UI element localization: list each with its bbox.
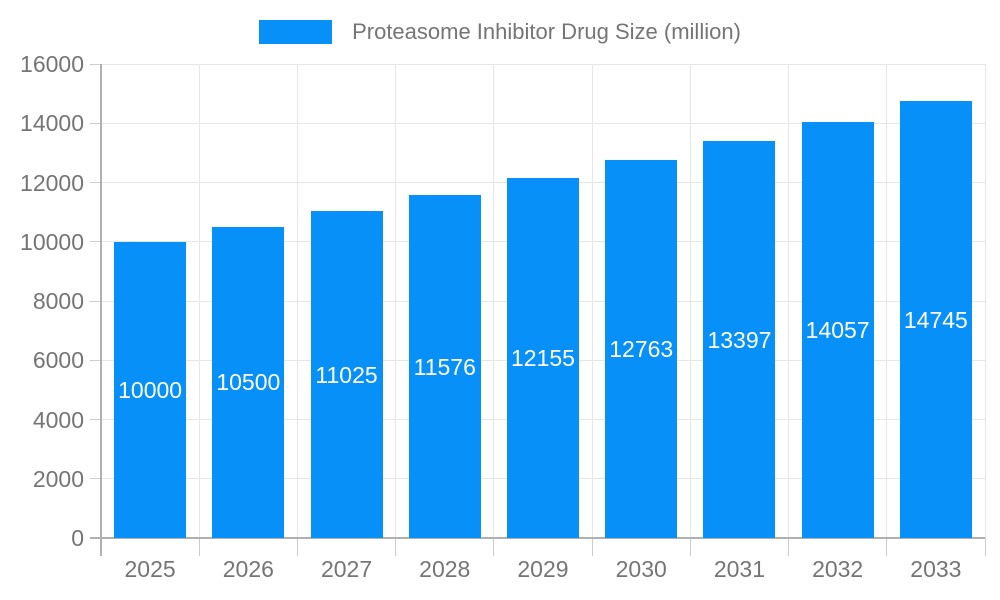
- bar: [507, 177, 579, 538]
- gridline-vertical: [689, 64, 691, 538]
- x-axis-tick: [395, 538, 397, 556]
- gridline-horizontal: [101, 122, 985, 124]
- bar: [310, 211, 383, 538]
- bar: [408, 195, 481, 538]
- bar-value-label: 14057: [805, 316, 870, 343]
- bar: [114, 241, 187, 538]
- gridline-vertical: [395, 64, 397, 538]
- y-axis-tick: [90, 419, 101, 420]
- y-axis-label: 4000: [32, 406, 84, 433]
- legend-label: Proteasome Inhibitor Drug Size (million): [352, 19, 741, 44]
- x-axis-tick: [689, 538, 691, 556]
- bar-value-label: 11576: [413, 353, 476, 380]
- x-axis-baseline: [90, 537, 985, 539]
- bar-value-label: 12155: [511, 344, 575, 371]
- x-axis-label: 2027: [320, 556, 373, 582]
- x-axis-label: 2033: [910, 556, 962, 582]
- bar-value-label: 10000: [118, 376, 183, 403]
- bar-value-label: 14745: [903, 306, 968, 333]
- y-axis-label: 16000: [20, 51, 84, 77]
- bar-value-label: 12763: [609, 335, 674, 362]
- x-axis-tick: [493, 538, 495, 556]
- bar-value-label: 10500: [216, 369, 281, 396]
- x-axis-tick: [984, 538, 986, 556]
- x-axis-label: 2031: [713, 556, 766, 582]
- bar: [703, 141, 776, 538]
- gridline-vertical: [886, 64, 888, 538]
- bar-value-label: 13397: [707, 326, 772, 353]
- y-axis-label: 8000: [32, 288, 84, 314]
- y-axis-tick: [90, 359, 101, 361]
- gridline-vertical: [984, 64, 986, 538]
- x-axis-tick: [886, 538, 888, 556]
- x-axis-label: 2025: [124, 556, 176, 582]
- x-axis-label: 2029: [517, 556, 569, 582]
- gridline-vertical: [296, 64, 298, 538]
- bar: [605, 159, 678, 538]
- bar: [212, 226, 285, 538]
- y-axis-tick: [90, 182, 101, 183]
- x-axis-label: 2030: [615, 556, 667, 582]
- y-axis-tick: [90, 241, 101, 243]
- y-axis-tick: [90, 478, 101, 480]
- bar: [899, 101, 972, 538]
- gridline-horizontal: [101, 63, 985, 65]
- bar-value-label: 11025: [315, 361, 378, 388]
- y-axis-label: 2000: [32, 465, 84, 492]
- x-axis-tick: [591, 538, 593, 556]
- y-axis-tick: [90, 63, 101, 65]
- x-axis-tick: [198, 538, 200, 556]
- gridline-vertical: [591, 64, 593, 538]
- x-axis-tick: [296, 538, 298, 556]
- y-axis-line: [100, 64, 102, 556]
- y-axis-label: 6000: [32, 347, 84, 374]
- gridline-vertical: [493, 64, 495, 538]
- y-axis-tick: [90, 122, 101, 124]
- x-axis-label: 2028: [419, 556, 471, 582]
- bar: [801, 121, 874, 538]
- gridline-vertical: [198, 64, 200, 538]
- legend: Proteasome Inhibitor Drug Size (million): [0, 20, 1000, 44]
- x-axis-tick: [788, 538, 790, 556]
- y-axis-label: 0: [71, 525, 84, 551]
- x-axis-label: 2032: [812, 556, 864, 582]
- x-axis-label: 2026: [222, 556, 274, 582]
- y-axis-label: 12000: [20, 169, 84, 196]
- gridline-vertical: [788, 64, 790, 538]
- y-axis-tick: [90, 300, 101, 302]
- legend-swatch: [259, 20, 333, 44]
- y-axis-label: 14000: [20, 110, 84, 137]
- y-axis-label: 10000: [20, 228, 84, 255]
